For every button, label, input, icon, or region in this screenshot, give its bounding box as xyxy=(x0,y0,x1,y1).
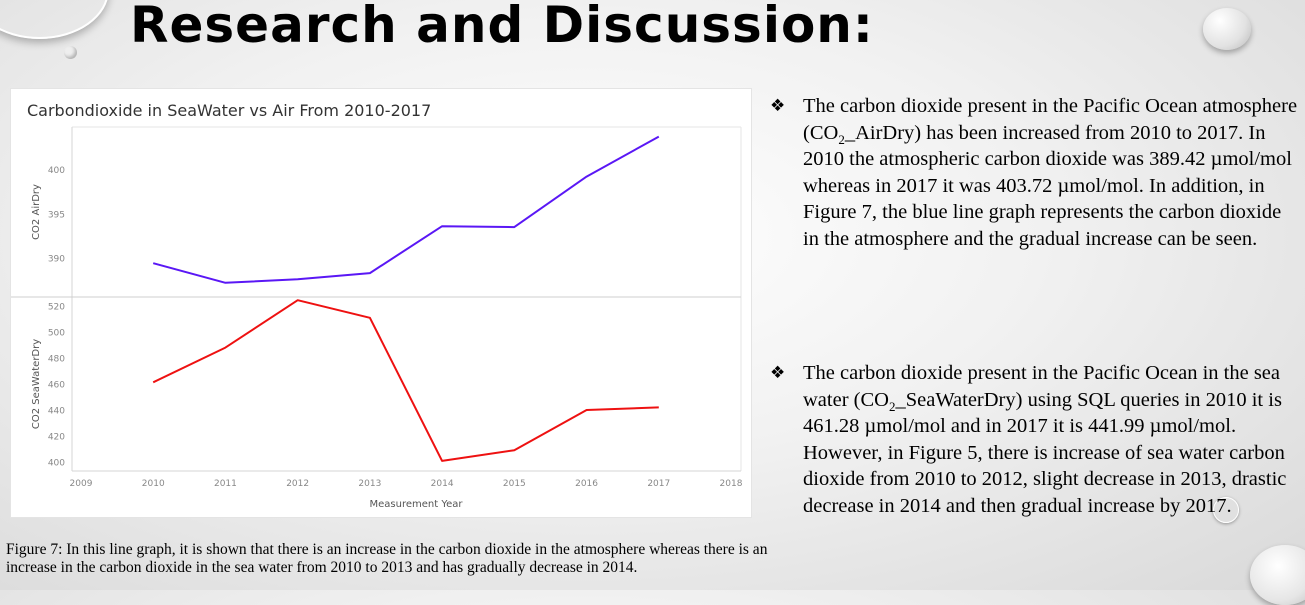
bullet-item: ❖ The carbon dioxide present in the Paci… xyxy=(770,93,1302,252)
y-axis-label: CO2 SeaWaterDry xyxy=(31,339,42,429)
droplet-decoration xyxy=(1250,545,1305,605)
y-tick-label: 460 xyxy=(48,381,65,391)
y-tick-label: 390 xyxy=(48,255,65,265)
y-axis-label: CO2 AirDry xyxy=(31,184,42,240)
x-tick-label: 2018 xyxy=(720,479,743,489)
x-tick-label: 2010 xyxy=(142,479,165,489)
x-tick-label: 2016 xyxy=(575,479,598,489)
chart-title: Carbondioxide in SeaWater vs Air From 20… xyxy=(27,101,431,120)
x-tick-label: 2011 xyxy=(214,479,237,489)
y-tick-label: 480 xyxy=(48,355,65,365)
diamond-bullet-icon: ❖ xyxy=(770,96,786,116)
chart-svg: Carbondioxide in SeaWater vs Air From 20… xyxy=(11,101,743,510)
x-tick-label: 2009 xyxy=(70,479,93,489)
y-tick-label: 400 xyxy=(48,458,65,468)
droplet-decoration xyxy=(64,46,77,59)
x-tick-label: 2013 xyxy=(358,479,381,489)
y-tick-label: 520 xyxy=(48,303,65,313)
x-tick-label: 2017 xyxy=(647,479,670,489)
x-tick-label: 2012 xyxy=(286,479,309,489)
y-tick-label: 420 xyxy=(48,432,65,442)
x-tick-label: 2015 xyxy=(503,479,526,489)
droplet-decoration xyxy=(1203,8,1251,50)
series-line xyxy=(152,135,660,284)
y-tick-label: 440 xyxy=(48,406,65,416)
bullet-item: ❖ The carbon dioxide present in the Paci… xyxy=(770,360,1302,519)
droplet-decoration xyxy=(0,0,109,39)
y-tick-label: 395 xyxy=(48,210,65,220)
series-line xyxy=(152,299,659,462)
line-chart: Carbondioxide in SeaWater vs Air From 20… xyxy=(10,88,752,518)
y-tick-label: 400 xyxy=(48,166,65,176)
y-tick-label: 500 xyxy=(48,329,65,339)
bullet-text: The carbon dioxide present in the Pacifi… xyxy=(803,95,1298,250)
diamond-bullet-icon: ❖ xyxy=(770,363,786,383)
figure-caption: Figure 7: In this line graph, it is show… xyxy=(6,541,768,576)
x-tick-label: 2014 xyxy=(431,479,454,489)
x-axis-label: Measurement Year xyxy=(369,499,463,510)
bullet-text: The carbon dioxide present in the Pacifi… xyxy=(803,362,1287,517)
slide-title: Research and Discussion: xyxy=(130,0,874,54)
